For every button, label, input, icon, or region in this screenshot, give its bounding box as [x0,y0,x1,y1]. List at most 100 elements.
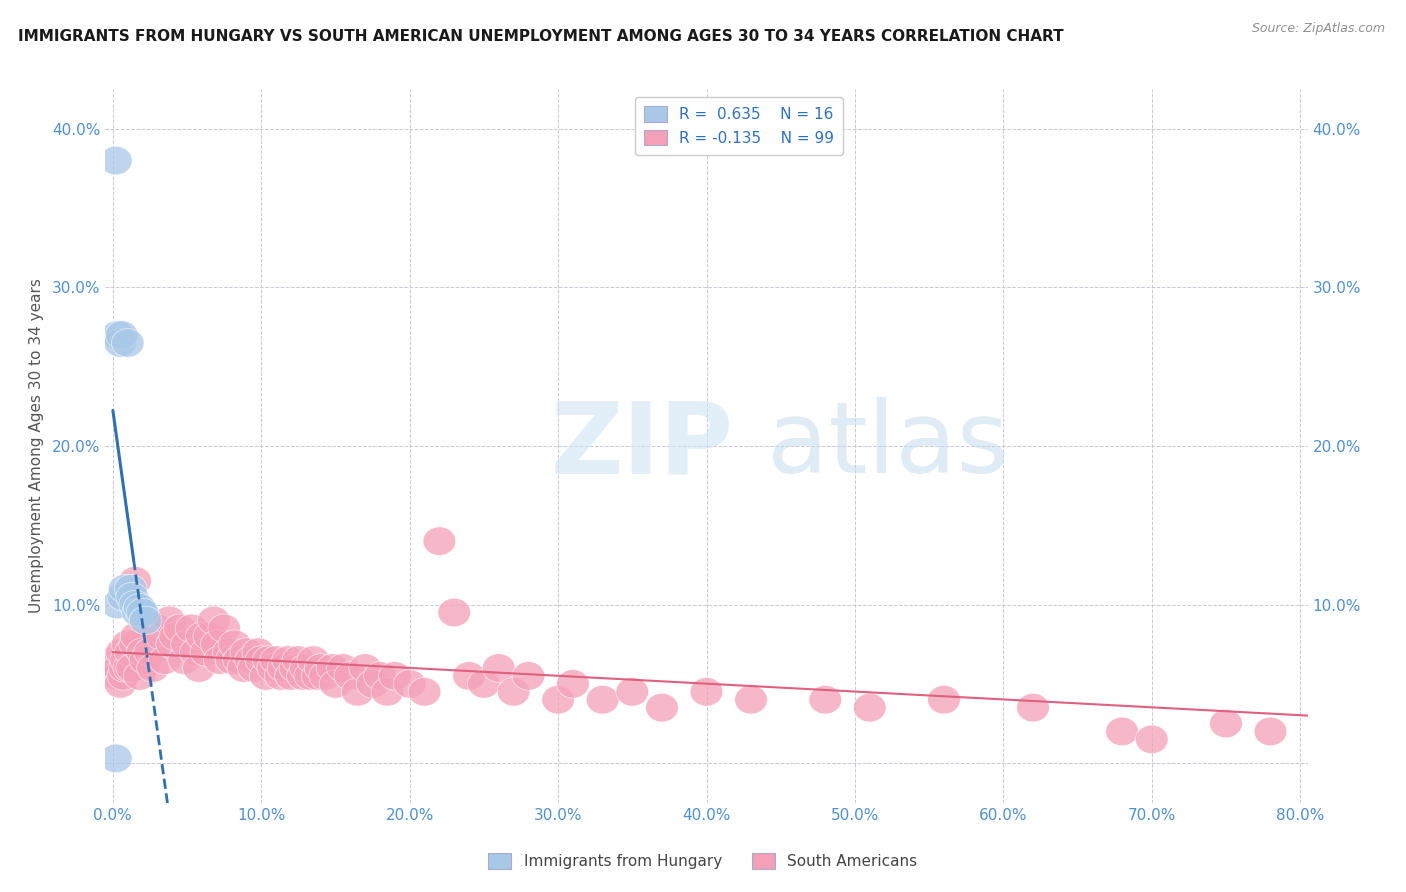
Ellipse shape [278,654,312,682]
Ellipse shape [267,654,299,682]
Ellipse shape [180,638,212,666]
Ellipse shape [153,607,186,635]
Ellipse shape [101,591,134,619]
Ellipse shape [115,654,149,682]
Ellipse shape [146,622,179,650]
Ellipse shape [197,607,231,635]
Ellipse shape [287,662,319,690]
Ellipse shape [129,646,162,674]
Ellipse shape [127,599,159,627]
Ellipse shape [124,662,156,690]
Ellipse shape [335,662,367,690]
Ellipse shape [100,146,132,175]
Ellipse shape [1254,717,1286,746]
Ellipse shape [453,662,485,690]
Ellipse shape [183,654,215,682]
Ellipse shape [159,622,191,650]
Ellipse shape [301,662,335,690]
Ellipse shape [104,328,136,357]
Ellipse shape [204,646,236,674]
Ellipse shape [690,678,723,706]
Ellipse shape [163,614,195,642]
Ellipse shape [231,638,263,666]
Ellipse shape [136,654,169,682]
Ellipse shape [242,638,274,666]
Legend: R =  0.635    N = 16, R = -0.135    N = 99: R = 0.635 N = 16, R = -0.135 N = 99 [634,97,844,155]
Ellipse shape [167,646,201,674]
Ellipse shape [100,646,132,674]
Ellipse shape [498,678,530,706]
Ellipse shape [149,646,181,674]
Ellipse shape [260,646,292,674]
Ellipse shape [108,574,141,603]
Ellipse shape [238,654,270,682]
Text: IMMIGRANTS FROM HUNGARY VS SOUTH AMERICAN UNEMPLOYMENT AMONG AGES 30 TO 34 YEARS: IMMIGRANTS FROM HUNGARY VS SOUTH AMERICA… [18,29,1064,44]
Ellipse shape [121,622,153,650]
Ellipse shape [482,654,515,682]
Ellipse shape [103,654,135,682]
Ellipse shape [304,654,337,682]
Ellipse shape [257,654,290,682]
Ellipse shape [107,662,139,690]
Ellipse shape [378,662,411,690]
Ellipse shape [1105,717,1139,746]
Ellipse shape [111,328,143,357]
Ellipse shape [105,638,138,666]
Ellipse shape [249,662,283,690]
Ellipse shape [122,599,155,627]
Ellipse shape [356,670,389,698]
Ellipse shape [104,670,136,698]
Ellipse shape [264,662,297,690]
Ellipse shape [115,582,149,611]
Ellipse shape [208,614,240,642]
Ellipse shape [853,693,886,722]
Ellipse shape [201,630,233,658]
Ellipse shape [928,685,960,714]
Ellipse shape [186,622,218,650]
Ellipse shape [294,662,326,690]
Ellipse shape [274,662,308,690]
Ellipse shape [541,685,575,714]
Ellipse shape [101,321,134,350]
Ellipse shape [616,678,648,706]
Ellipse shape [235,646,267,674]
Ellipse shape [108,654,141,682]
Ellipse shape [111,630,143,658]
Ellipse shape [512,662,544,690]
Ellipse shape [245,646,277,674]
Ellipse shape [127,638,159,666]
Ellipse shape [364,662,396,690]
Ellipse shape [193,622,225,650]
Ellipse shape [176,614,208,642]
Ellipse shape [118,591,152,619]
Ellipse shape [586,685,619,714]
Ellipse shape [1136,725,1168,754]
Text: ZIP: ZIP [550,398,733,494]
Ellipse shape [1209,709,1243,738]
Ellipse shape [212,638,245,666]
Ellipse shape [218,630,250,658]
Ellipse shape [283,646,315,674]
Ellipse shape [271,646,304,674]
Ellipse shape [326,654,359,682]
Ellipse shape [118,630,152,658]
Legend: Immigrants from Hungary, South Americans: Immigrants from Hungary, South Americans [482,847,924,875]
Ellipse shape [228,654,260,682]
Ellipse shape [141,614,174,642]
Y-axis label: Unemployment Among Ages 30 to 34 years: Unemployment Among Ages 30 to 34 years [28,278,44,614]
Ellipse shape [100,744,132,772]
Ellipse shape [114,638,148,666]
Ellipse shape [319,670,352,698]
Ellipse shape [156,630,188,658]
Ellipse shape [114,574,148,603]
Ellipse shape [129,607,162,635]
Ellipse shape [112,654,146,682]
Ellipse shape [190,638,222,666]
Ellipse shape [107,582,139,611]
Ellipse shape [101,662,134,690]
Ellipse shape [222,646,256,674]
Ellipse shape [468,670,501,698]
Text: Source: ZipAtlas.com: Source: ZipAtlas.com [1251,22,1385,36]
Ellipse shape [557,670,589,698]
Ellipse shape [215,646,247,674]
